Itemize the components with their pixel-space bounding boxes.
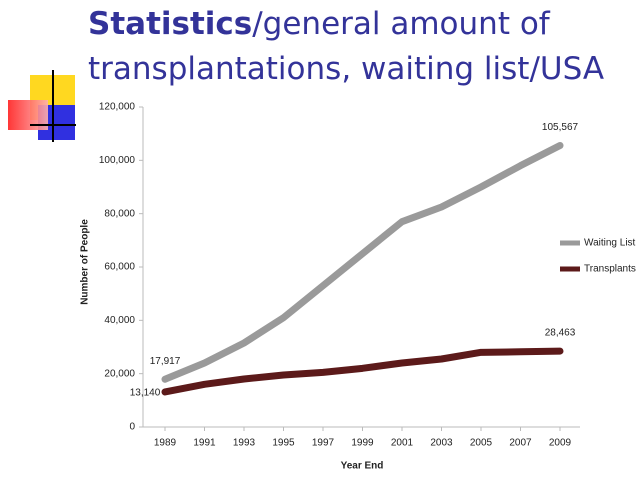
series-line [161, 347, 564, 396]
x-tick-label: 1997 [312, 438, 335, 449]
slide-title: Statistics/general amount of transplanta… [88, 2, 638, 92]
x-tick-label: 2005 [470, 438, 493, 449]
y-tick-label: 60,000 [104, 262, 135, 273]
title-rest: /general amount of transplantations, wai… [88, 6, 605, 87]
data-label: 105,567 [542, 122, 579, 133]
series-line [161, 141, 564, 383]
legend-label: Transplants [584, 264, 636, 275]
decoration [8, 70, 76, 142]
data-label: 28,463 [545, 328, 576, 339]
y-tick-label: 0 [129, 422, 135, 433]
x-axis-label: Year End [341, 461, 384, 472]
x-tick-label: 1993 [233, 438, 256, 449]
y-axis-label: Number of People [80, 219, 91, 305]
x-tick-label: 2001 [391, 438, 414, 449]
x-tick-label: 1991 [193, 438, 216, 449]
legend-label: Waiting List [584, 238, 636, 249]
data-label: 17,917 [150, 356, 181, 367]
x-tick-label: 1989 [154, 438, 177, 449]
data-label: 13,140 [130, 388, 161, 399]
x-tick-label: 1995 [272, 438, 295, 449]
x-tick-label: 2009 [549, 438, 572, 449]
x-tick-label: 2007 [509, 438, 532, 449]
y-tick-label: 40,000 [104, 315, 135, 326]
y-tick-label: 100,000 [99, 155, 136, 166]
y-tick-label: 120,000 [99, 102, 136, 113]
x-tick-label: 2003 [430, 438, 453, 449]
x-tick-label: 1999 [351, 438, 374, 449]
y-tick-label: 80,000 [104, 208, 135, 219]
title-bold: Statistics [88, 6, 253, 42]
y-tick-label: 20,000 [104, 368, 135, 379]
